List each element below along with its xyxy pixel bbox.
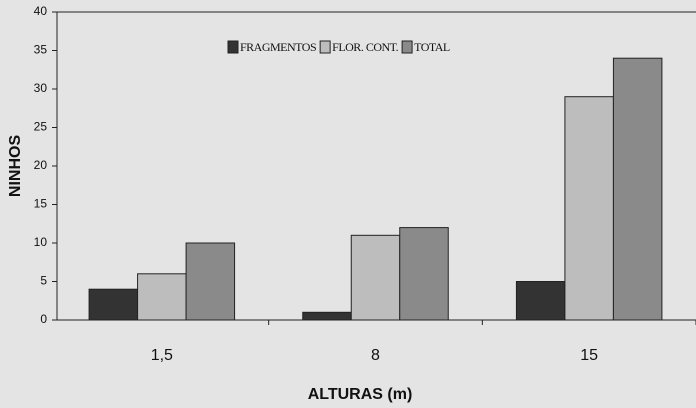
legend-label: TOTAL [414, 40, 450, 54]
x-tick-label: 1,5 [151, 347, 173, 364]
bar [515, 281, 566, 321]
y-tick-label: 20 [34, 158, 48, 172]
x-axis-title: ALTURAS (m) [308, 386, 413, 403]
bar [302, 311, 352, 321]
legend-label: FLOR. CONT. [332, 40, 398, 54]
legend-swatch [401, 40, 413, 54]
y-tick-label: 30 [34, 81, 48, 95]
x-tick-label: 15 [580, 347, 598, 364]
legend-label: FRAGMENTOS [240, 40, 316, 54]
y-tick-label: 15 [34, 197, 48, 211]
y-tick-label: 10 [34, 235, 48, 249]
y-tick-label: 0 [40, 312, 47, 326]
bar [564, 96, 614, 321]
y-tick-label: 25 [34, 120, 48, 134]
legend-swatch [319, 40, 331, 54]
bar [612, 57, 663, 321]
y-tick-label: 5 [40, 274, 47, 288]
bar [88, 288, 139, 321]
bar [350, 234, 401, 321]
x-tick-label: 8 [371, 347, 380, 364]
y-tick-label: 40 [34, 4, 48, 18]
bar [185, 242, 236, 321]
bar [137, 273, 187, 321]
legend-swatch [227, 40, 239, 54]
y-tick-label: 35 [34, 43, 48, 57]
y-axis-title: NINHOS [7, 135, 24, 198]
bar [399, 227, 449, 321]
